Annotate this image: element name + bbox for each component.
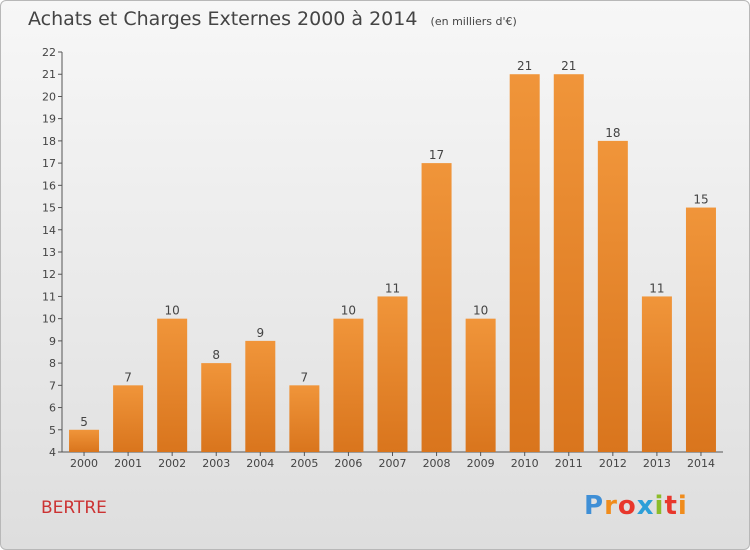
chart-unit: (en milliers d'€) [430,15,517,28]
y-tick-label: 22 [42,46,56,59]
logo-letter: P [584,491,605,521]
bar-value-label: 7 [301,370,309,384]
bar [553,74,584,452]
x-tick-label: 2001 [114,457,142,470]
bar [421,163,452,452]
bar-value-label: 11 [385,281,400,295]
x-tick-label: 2007 [379,457,407,470]
chart-title-block: Achats et Charges Externes 2000 à 2014 (… [28,8,517,30]
chart-title: Achats et Charges Externes 2000 à 2014 [28,8,418,30]
y-tick-label: 15 [42,202,56,215]
bar-value-label: 10 [473,304,488,318]
x-tick-label: 2004 [246,457,274,470]
bar [509,74,540,452]
bar [685,207,716,452]
bar-value-label: 9 [256,326,264,340]
x-tick-label: 2002 [158,457,186,470]
logo-letter: r [604,491,618,521]
bar-value-label: 5 [80,415,88,429]
x-tick-label: 2012 [599,457,627,470]
bar [377,296,408,452]
y-tick-label: 5 [49,424,56,437]
bar-value-label: 18 [605,126,620,140]
y-tick-label: 7 [49,379,56,392]
y-tick-label: 14 [42,224,56,237]
y-tick-label: 9 [49,335,56,348]
x-tick-label: 2000 [70,457,98,470]
bar [157,318,188,452]
bar-value-label: 10 [165,304,180,318]
bar [69,429,100,452]
town-name: BERTRE [41,498,107,518]
y-tick-label: 17 [42,157,56,170]
bar-value-label: 17 [429,148,444,162]
bar-value-label: 11 [649,281,664,295]
y-tick-label: 16 [42,179,56,192]
chart-bars [69,74,716,452]
bar-value-label: 15 [693,193,708,207]
x-tick-label: 2003 [202,457,230,470]
x-tick-label: 2010 [511,457,539,470]
y-tick-label: 13 [42,246,56,259]
bar-value-label: 10 [341,304,356,318]
x-tick-label: 2009 [467,457,495,470]
chart-labels: 5 7 10 8 9 7 10 11 17 10 21 21 18 11 15 [80,59,708,429]
x-tick-label: 2008 [423,457,451,470]
bar-value-label: 21 [561,59,576,73]
bar [201,363,232,452]
x-tick-label: 2006 [334,457,362,470]
bar-value-label: 21 [517,59,532,73]
x-tick-label: 2014 [687,457,715,470]
logo-letter: i [677,491,688,521]
y-tick-label: 20 [42,90,56,103]
y-tick-label: 21 [42,68,56,81]
y-tick-label: 19 [42,113,56,126]
bar [333,318,364,452]
bar-value-label: 8 [212,348,220,362]
bar [641,296,672,452]
logo-letter: x [636,491,655,521]
bar [465,318,496,452]
x-tick-label: 2011 [555,457,583,470]
y-tick-label: 4 [49,446,56,459]
logo-letter: t [664,491,678,521]
bar [289,385,320,452]
x-tick-label: 2005 [290,457,318,470]
y-tick-label: 10 [42,313,56,326]
bar-value-label: 7 [124,370,132,384]
logo-letter: o [617,491,637,521]
y-tick-label: 11 [42,290,56,303]
y-tick-label: 8 [49,357,56,370]
y-tick-label: 18 [42,135,56,148]
proxiti-logo: Proxiti [584,491,688,521]
bar [597,140,628,452]
y-tick-label: 12 [42,268,56,281]
y-tick-label: 6 [49,402,56,415]
bar [113,385,144,452]
x-tick-label: 2013 [643,457,671,470]
logo-letter: i [654,491,665,521]
bar [245,340,276,452]
